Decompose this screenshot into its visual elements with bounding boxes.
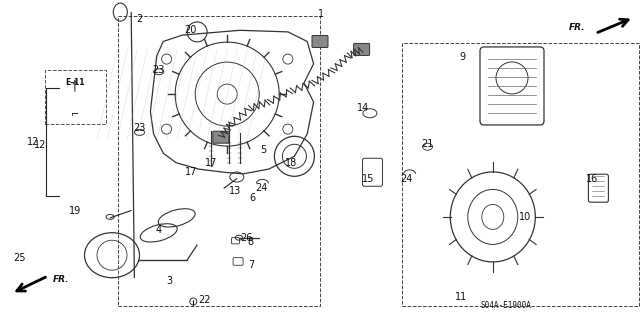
Text: 26: 26 (240, 233, 253, 243)
Text: 18: 18 (285, 158, 298, 168)
Text: 1: 1 (318, 9, 324, 19)
FancyBboxPatch shape (312, 35, 328, 48)
Text: E–11: E–11 (65, 78, 84, 87)
Text: 15: 15 (362, 174, 374, 184)
Text: 13: 13 (229, 186, 242, 197)
Text: 24: 24 (400, 174, 413, 184)
Text: 23: 23 (152, 65, 165, 75)
Text: S04A-E1900A: S04A-E1900A (480, 301, 531, 310)
Text: 8: 8 (248, 237, 254, 248)
Text: 6: 6 (250, 193, 256, 203)
Text: 25: 25 (13, 253, 26, 263)
Text: ⌐: ⌐ (71, 108, 79, 118)
Text: 12: 12 (27, 137, 40, 147)
Text: 7: 7 (248, 260, 254, 270)
Text: 16: 16 (586, 174, 598, 184)
Bar (402, 43, 639, 306)
Text: 17: 17 (184, 167, 197, 177)
Bar (118, 16, 320, 306)
Text: 5: 5 (260, 145, 267, 155)
Text: 22: 22 (198, 295, 211, 305)
Text: 4: 4 (156, 225, 162, 235)
Text: 21: 21 (421, 138, 434, 149)
Text: 11: 11 (454, 292, 467, 302)
Text: 24: 24 (255, 183, 268, 193)
Text: FR.: FR. (52, 275, 69, 284)
FancyBboxPatch shape (353, 43, 370, 56)
Text: 23: 23 (133, 122, 146, 133)
Bar (45, 70, 106, 124)
Text: 17: 17 (205, 158, 218, 168)
Text: 20: 20 (184, 25, 197, 35)
Text: 14: 14 (357, 103, 370, 114)
Text: FR.: FR. (568, 23, 585, 32)
FancyBboxPatch shape (212, 131, 229, 143)
Text: 2: 2 (136, 14, 143, 24)
Text: 19: 19 (69, 205, 82, 216)
Text: 12: 12 (33, 140, 46, 150)
Text: 9: 9 (459, 52, 465, 63)
Text: 3: 3 (166, 276, 173, 286)
Text: 10: 10 (518, 212, 531, 222)
